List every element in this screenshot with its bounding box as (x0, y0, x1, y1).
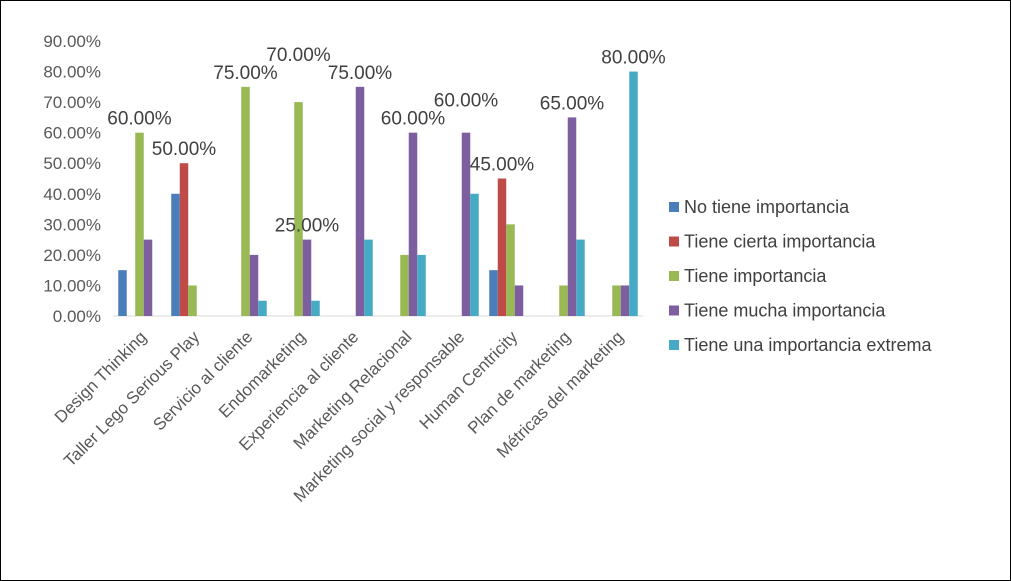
data-label: 60.00% (434, 91, 499, 112)
data-label: 25.00% (275, 216, 340, 237)
bar (355, 86, 365, 316)
bar (135, 132, 144, 316)
bar (143, 239, 153, 316)
data-label: 65.00% (540, 93, 605, 114)
bar (408, 132, 418, 316)
data-label: 60.00% (107, 109, 172, 130)
data-label: 60.00% (381, 109, 446, 130)
legend-swatch (669, 202, 679, 212)
bar (559, 285, 568, 316)
bar (179, 163, 189, 316)
bars-layer (118, 71, 638, 316)
legend: No tiene importancia Tiene cierta importa… (669, 197, 932, 355)
bar (417, 254, 426, 316)
bar (188, 285, 197, 316)
bar (294, 102, 303, 316)
bar (514, 285, 524, 316)
legend-label: Tiene cierta importancia (684, 232, 876, 252)
y-tick-label: 90.00% (43, 32, 101, 51)
bar (470, 193, 479, 316)
bar (400, 254, 409, 316)
bar (497, 178, 507, 316)
legend-swatch (669, 271, 679, 281)
data-label: 75.00% (213, 63, 278, 84)
legend-label: Tiene una importancia extrema (684, 335, 932, 355)
y-tick-label: 50.00% (43, 154, 101, 173)
y-tick-label: 80.00% (43, 63, 101, 82)
data-label: 50.00% (152, 139, 217, 160)
data-label: 75.00% (328, 63, 393, 84)
bar (612, 285, 621, 316)
bar (506, 224, 515, 316)
bar (258, 300, 267, 316)
bar (171, 193, 180, 316)
y-tick-label: 60.00% (43, 124, 101, 143)
bar (567, 117, 577, 316)
y-axis-ticks: 0.00% 10.00% 20.00% 30.00% 40.00% 50.00% 60.00… (43, 32, 101, 326)
data-label: 45.00% (470, 155, 535, 176)
data-label: 70.00% (266, 45, 331, 66)
bar (241, 86, 250, 316)
y-tick-label: 70.00% (43, 93, 101, 112)
y-tick-label: 40.00% (43, 185, 101, 204)
bar (489, 270, 498, 316)
bar (311, 300, 320, 316)
y-tick-label: 30.00% (43, 215, 101, 234)
x-tick-label: Design Thinking (51, 327, 150, 426)
bar (620, 285, 630, 316)
data-labels-layer: 60.00% 50.00% 75.00%70.00% 25.00% 75.00% 60.0… (107, 45, 666, 237)
bar (629, 71, 638, 316)
legend-swatch (669, 340, 679, 350)
bar (364, 239, 373, 316)
bar (461, 132, 471, 316)
y-tick-label: 0.00% (53, 307, 101, 326)
bar (118, 270, 127, 316)
legend-label: No tiene importancia (684, 197, 850, 217)
y-tick-label: 20.00% (43, 246, 101, 265)
legend-label: Tiene mucha importancia (684, 301, 886, 321)
legend-swatch (669, 236, 679, 247)
bar (302, 239, 312, 316)
x-tick-label: Servicio al cliente (149, 327, 256, 434)
bar (249, 254, 259, 316)
data-label: 80.00% (601, 48, 666, 69)
y-tick-label: 10.00% (43, 276, 101, 295)
legend-label: Tiene importancia (684, 266, 827, 286)
bar (576, 239, 585, 316)
x-tick-label: Human Centricity (416, 327, 522, 433)
legend-swatch (669, 305, 679, 316)
